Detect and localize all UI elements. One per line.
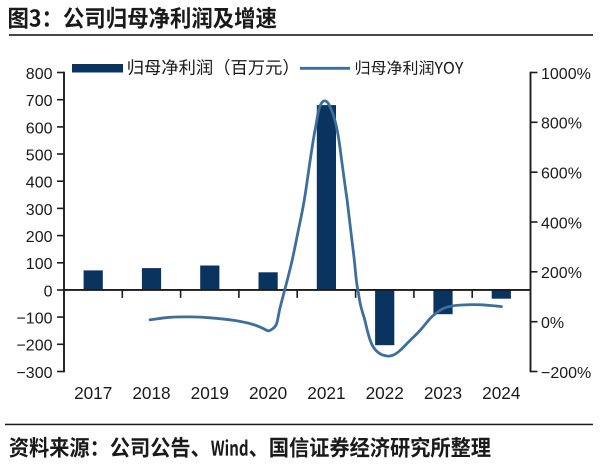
svg-text:−300: −300 xyxy=(16,365,52,382)
svg-text:500: 500 xyxy=(26,147,53,164)
svg-text:2017: 2017 xyxy=(74,383,112,403)
svg-text:2023: 2023 xyxy=(424,383,462,403)
svg-text:0: 0 xyxy=(44,283,53,300)
svg-text:2022: 2022 xyxy=(366,383,404,403)
svg-text:300: 300 xyxy=(26,202,53,219)
svg-text:−100: −100 xyxy=(16,311,52,328)
svg-text:2024: 2024 xyxy=(482,383,521,403)
svg-text:600%: 600% xyxy=(541,166,582,183)
svg-text:800%: 800% xyxy=(541,116,582,133)
svg-text:0%: 0% xyxy=(541,315,564,332)
svg-text:2019: 2019 xyxy=(191,383,229,403)
svg-text:−200%: −200% xyxy=(541,365,591,382)
svg-text:200%: 200% xyxy=(541,265,582,282)
svg-text:200: 200 xyxy=(26,229,53,246)
svg-text:2021: 2021 xyxy=(307,383,345,403)
svg-text:−200: −200 xyxy=(16,338,52,355)
svg-text:2018: 2018 xyxy=(132,383,170,403)
svg-text:400%: 400% xyxy=(541,215,582,232)
svg-text:600: 600 xyxy=(26,120,53,137)
svg-text:1000%: 1000% xyxy=(541,66,591,83)
svg-text:2020: 2020 xyxy=(249,383,287,403)
svg-text:700: 700 xyxy=(26,93,53,110)
svg-text:100: 100 xyxy=(26,256,53,273)
svg-text:800: 800 xyxy=(26,66,53,83)
svg-text:400: 400 xyxy=(26,175,53,192)
